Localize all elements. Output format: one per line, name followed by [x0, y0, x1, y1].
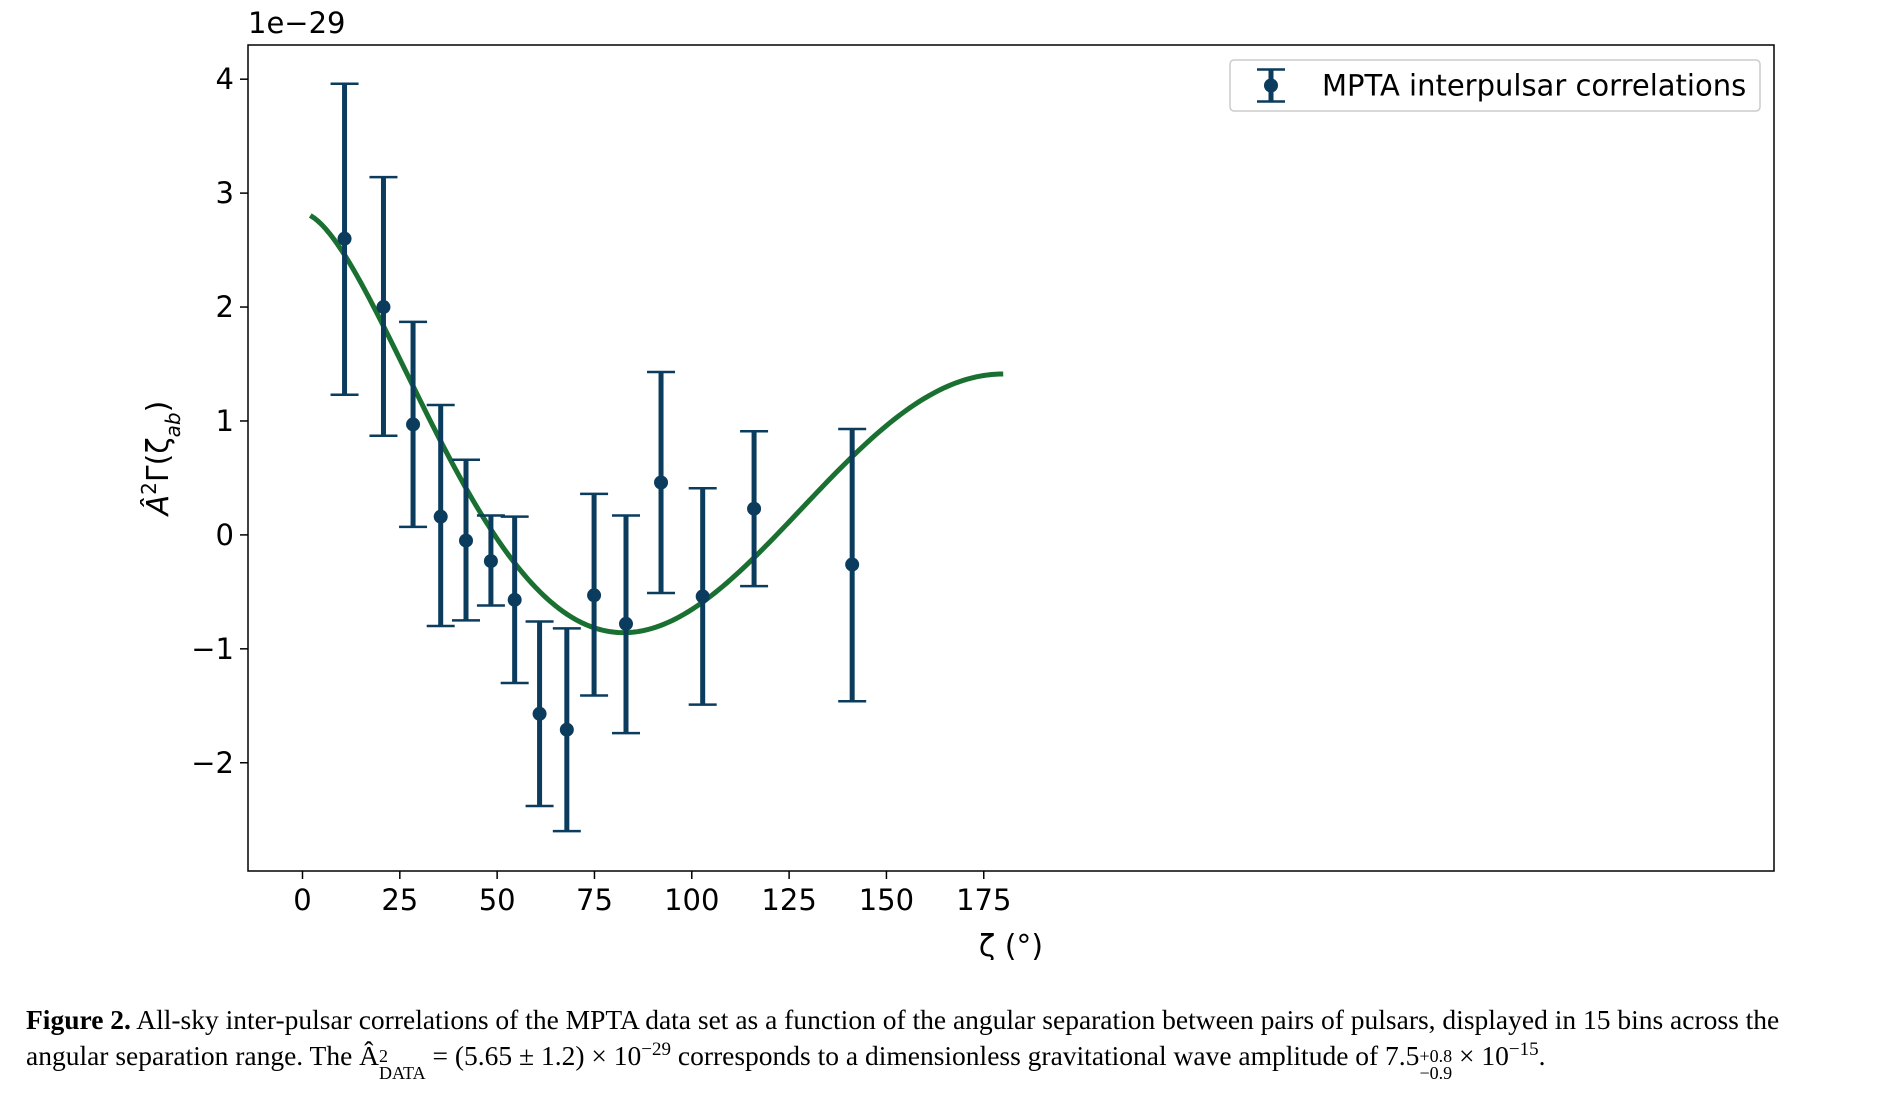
y-tick-label: 0: [216, 518, 234, 552]
caption-sup-2: −29: [641, 1038, 671, 1060]
data-point: [452, 458, 480, 622]
y-tick-label: −2: [191, 746, 234, 780]
x-tick-label: 150: [859, 883, 914, 917]
marker: [459, 533, 473, 548]
caption-line-2: angular separation range. The Â2 DATA = (…: [26, 1038, 1886, 1082]
caption-sub-3: −0.9: [1419, 1063, 1453, 1083]
caption-label: Figure 2.: [26, 1004, 131, 1035]
data-point: [330, 82, 359, 397]
marker: [845, 557, 860, 572]
data-point: [688, 486, 717, 706]
caption-stack-1: 2 DATA: [379, 1046, 426, 1083]
marker: [695, 589, 710, 604]
y-axis-label-end: ): [141, 401, 176, 413]
marker: [532, 706, 547, 721]
marker: [483, 554, 498, 569]
data-point: [552, 627, 581, 833]
data-point: [369, 175, 398, 438]
caption-text-2c: corresponds to a dimensionless gravitati…: [671, 1040, 1420, 1071]
marker: [507, 592, 522, 607]
data-point: [647, 370, 676, 595]
y-axis-label-sup: 2: [137, 482, 161, 495]
data-point: [399, 320, 428, 529]
caption-sup-3: +0.8: [1419, 1046, 1453, 1066]
caption-text-1: All-sky inter-pulsar correlations of the…: [130, 1004, 1780, 1035]
legend-dot: [1264, 78, 1278, 93]
marker: [618, 616, 633, 631]
y-tick-label: 3: [216, 176, 234, 210]
marker: [433, 509, 448, 524]
y-tick-label: 2: [216, 290, 234, 324]
x-tick-label: 100: [664, 883, 719, 917]
data-point: [838, 427, 867, 703]
marker: [559, 722, 574, 737]
marker: [747, 501, 762, 516]
data-point: [740, 429, 769, 588]
x-tick-label: 125: [761, 883, 816, 917]
marker: [654, 475, 669, 490]
y-axis-label-sub: ab: [161, 412, 185, 437]
y-tick-label: 1: [216, 404, 234, 438]
caption-sup-4: −15: [1508, 1038, 1539, 1060]
data-point: [525, 620, 554, 808]
data-point: [611, 514, 640, 735]
caption-text-2e: .: [1538, 1040, 1546, 1071]
figure-caption: Figure 2. All-sky inter-pulsar correlati…: [26, 1002, 1886, 1082]
legend: MPTA interpulsar correlations: [1229, 59, 1761, 112]
x-axis-label: ζ (°): [979, 929, 1043, 960]
plot-frame: [247, 44, 1775, 872]
y-offset-text: 1e−29: [248, 6, 346, 40]
x-tick-label: 0: [293, 883, 311, 917]
caption-sup-1: 2: [379, 1046, 389, 1066]
legend-marker: [1257, 68, 1285, 103]
y-tick-label: 4: [216, 62, 234, 96]
y-axis-label: Â2Γ(ζab): [137, 401, 185, 518]
chart: 0 25 50 75 100 125 150 175 −2 −1 0 1 2 3 4 1e−29 ζ (°)…: [137, 6, 1775, 960]
y-axis-label-mid: Γ(ζ: [141, 437, 176, 482]
data-point: [426, 403, 455, 628]
y-axis-label-main: Â: [140, 495, 176, 518]
legend-box: [1229, 59, 1761, 112]
legend-label: MPTA interpulsar correlations: [1322, 69, 1746, 103]
data-point: [580, 492, 609, 697]
x-tick-label: 25: [381, 883, 418, 917]
caption-text-2a: angular separation range. The Â: [26, 1040, 380, 1071]
caption-line-1: Figure 2. All-sky inter-pulsar correlati…: [26, 1002, 1886, 1038]
caption-stack-3: +0.8 −0.9: [1419, 1046, 1453, 1083]
data-point: [476, 514, 505, 607]
data-point: [500, 515, 529, 685]
caption-sub-1: DATA: [379, 1063, 426, 1083]
x-tick-label: 50: [479, 883, 516, 917]
curve-line: [308, 213, 1004, 636]
y-tick-label: −1: [191, 632, 234, 666]
figure: 0 25 50 75 100 125 150 175 −2 −1 0 1 2 3 4 1e−29 ζ (°)…: [137, 6, 1775, 960]
marker: [376, 300, 391, 315]
marker: [587, 588, 602, 603]
marker: [337, 231, 352, 246]
marker: [406, 417, 421, 432]
caption-text-2d: × 10: [1452, 1040, 1509, 1071]
caption-text-2b: = (5.65 ± 1.2) × 10: [425, 1040, 642, 1071]
x-tick-label: 75: [576, 883, 613, 917]
x-tick-label: 175: [956, 883, 1011, 917]
